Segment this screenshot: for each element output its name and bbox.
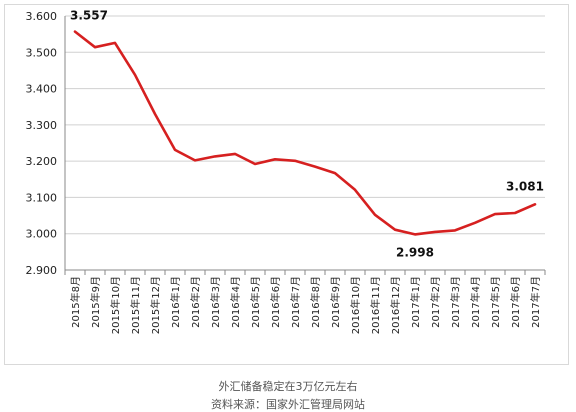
data-label: 3.081 (506, 179, 544, 193)
x-tick-label: 2017年6月 (509, 276, 522, 328)
x-tick-label: 2016年2月 (189, 276, 202, 328)
x-tick-label: 2016年5月 (249, 276, 262, 328)
x-tick-label: 2016年8月 (309, 276, 322, 328)
chart-frame: 2.900 3.000 3.100 3.200 3.300 3.400 3.500 3.600… (4, 4, 569, 365)
x-tick-label: 2016年11月 (369, 276, 382, 334)
x-tick-label: 2016年12月 (389, 276, 402, 334)
x-tick-label: 2017年4月 (469, 276, 482, 328)
y-tick-label: 3.300 (26, 119, 58, 132)
caption-title: 外汇储备稳定在3万亿元左右 (218, 380, 358, 393)
x-tick-label: 2016年1月 (169, 276, 182, 328)
y-tick-label: 3.600 (26, 10, 58, 23)
y-tick-label: 3.000 (26, 228, 58, 241)
x-tick-label: 2015年9月 (89, 276, 102, 328)
y-tick-label: 2.900 (26, 264, 58, 277)
x-tick-label: 2016年9月 (329, 276, 342, 328)
series-line (73, 30, 537, 236)
y-tick-label: 3.200 (26, 155, 58, 168)
data-label: 2.998 (396, 245, 434, 259)
x-tick-label: 2015年10月 (109, 276, 122, 334)
data-label: 3.557 (70, 9, 108, 23)
x-tick-label: 2016年3月 (209, 276, 222, 328)
caption-source: 资料来源：国家外汇管理局网站 (211, 398, 365, 411)
x-tick-label: 2016年10月 (349, 276, 362, 334)
x-tick-label: 2015年12月 (149, 276, 162, 334)
x-tick-label: 2016年4月 (229, 276, 242, 328)
x-tick-label: 2017年7月 (529, 276, 542, 328)
y-tick-label: 3.400 (26, 83, 58, 96)
x-tick-label: 2015年8月 (69, 276, 82, 328)
x-tick-label: 2016年7月 (289, 276, 302, 328)
x-tick-label: 2015年11月 (129, 276, 142, 334)
line-chart: 2.900 3.000 3.100 3.200 3.300 3.400 3.500 3.600… (26, 9, 546, 334)
x-tick-label: 2017年5月 (489, 276, 502, 328)
y-tick-label: 3.500 (26, 46, 58, 59)
x-tick-label: 2017年3月 (449, 276, 462, 328)
y-tick-label: 3.100 (26, 191, 58, 204)
x-tick-label: 2017年1月 (409, 276, 422, 328)
x-tick-label: 2017年2月 (429, 276, 442, 328)
x-tick-label: 2016年6月 (269, 276, 282, 328)
